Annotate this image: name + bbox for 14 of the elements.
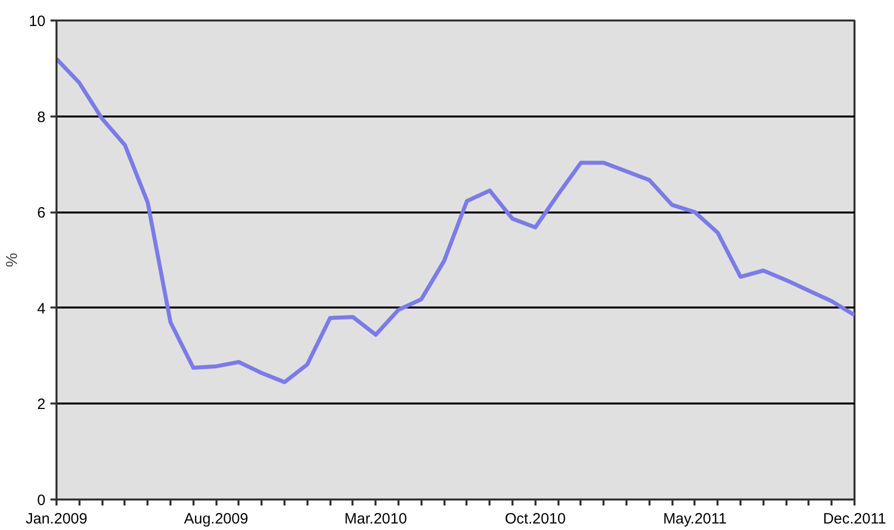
x-tick-label: Mar.2010: [344, 510, 407, 528]
y-tick-label: 10: [28, 13, 46, 30]
x-tick-label: Dec.2011: [822, 510, 886, 528]
x-tick-label: Jan.2009: [26, 510, 88, 528]
y-tick-label: 4: [37, 300, 46, 318]
y-tick-label: 0: [37, 492, 46, 509]
y-tick-label: 2: [37, 396, 46, 414]
x-tick-label: Oct.2010: [504, 510, 566, 528]
x-tick-label: May.2011: [663, 510, 727, 528]
y-axis-title: %: [4, 252, 21, 268]
y-tick-label: 8: [37, 108, 46, 126]
line-series: [56, 56, 854, 384]
y-tick-label: 6: [37, 204, 46, 222]
x-tick-label: Aug.2009: [184, 510, 248, 528]
